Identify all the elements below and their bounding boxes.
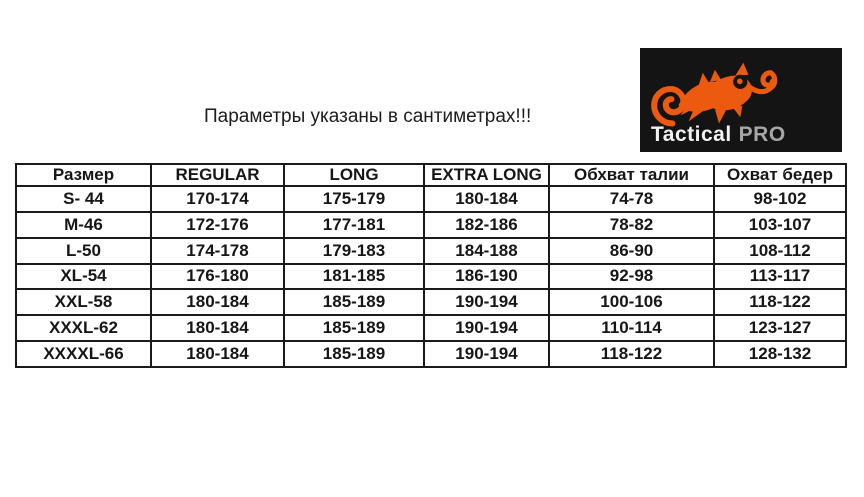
cell-hips: 128-132 [713, 340, 847, 368]
cell-hips: 123-127 [713, 314, 847, 343]
cell-regular: 180-184 [150, 288, 285, 317]
cell-long: 175-179 [283, 185, 425, 213]
table-row: XXL-58 180-184 185-189 190-194 100-106 1… [15, 288, 847, 317]
col-header-waist: Обхват талии [548, 163, 715, 187]
cell-long: 185-189 [283, 340, 425, 368]
cell-waist: 100-106 [548, 288, 715, 317]
cell-hips: 118-122 [713, 288, 847, 317]
size-chart-table: Размер REGULAR LONG EXTRA LONG Обхват та… [15, 163, 847, 368]
cell-size: XXL-58 [15, 288, 152, 317]
brand-name-first: Tactical [651, 123, 732, 146]
cell-extra-long: 180-184 [423, 185, 550, 213]
cell-long: 177-181 [283, 210, 425, 239]
col-header-extra-long: EXTRA LONG [423, 163, 550, 187]
cell-long: 179-183 [283, 236, 425, 265]
cell-size: XXXXL-66 [15, 340, 152, 368]
col-header-size: Размер [15, 163, 152, 187]
brand-name: Tactical PRO [651, 123, 786, 147]
cell-hips: 113-117 [713, 262, 847, 291]
cell-long: 181-185 [283, 262, 425, 291]
cell-extra-long: 190-194 [423, 314, 550, 343]
cell-extra-long: 190-194 [423, 288, 550, 317]
table-row: M-46 172-176 177-181 182-186 78-82 103-1… [15, 210, 847, 239]
cell-waist: 110-114 [548, 314, 715, 343]
cell-extra-long: 186-190 [423, 262, 550, 291]
cell-extra-long: 182-186 [423, 210, 550, 239]
table-row: XXXXL-66 180-184 185-189 190-194 118-122… [15, 340, 847, 368]
table-row: S- 44 170-174 175-179 180-184 74-78 98-1… [15, 185, 847, 213]
cell-size: XL-54 [15, 262, 152, 291]
cell-long: 185-189 [283, 288, 425, 317]
cell-size: XXXL-62 [15, 314, 152, 343]
cell-regular: 170-174 [150, 185, 285, 213]
chameleon-icon [651, 62, 778, 127]
cell-extra-long: 190-194 [423, 340, 550, 368]
table-row: L-50 174-178 179-183 184-188 86-90 108-1… [15, 236, 847, 265]
cell-waist: 74-78 [548, 185, 715, 213]
cell-regular: 176-180 [150, 262, 285, 291]
col-header-regular: REGULAR [150, 163, 285, 187]
cell-regular: 180-184 [150, 340, 285, 368]
col-header-long: LONG [283, 163, 425, 187]
table-header-row: Размер REGULAR LONG EXTRA LONG Обхват та… [15, 163, 847, 187]
cell-waist: 78-82 [548, 210, 715, 239]
table-row: XXXL-62 180-184 185-189 190-194 110-114 … [15, 314, 847, 343]
cell-size: S- 44 [15, 185, 152, 213]
brand-name-second: PRO [738, 123, 786, 146]
cell-extra-long: 184-188 [423, 236, 550, 265]
cell-regular: 172-176 [150, 210, 285, 239]
cell-waist: 92-98 [548, 262, 715, 291]
cell-hips: 103-107 [713, 210, 847, 239]
brand-logo: Tactical PRO [640, 48, 842, 152]
cell-regular: 180-184 [150, 314, 285, 343]
cell-waist: 118-122 [548, 340, 715, 368]
cell-waist: 86-90 [548, 236, 715, 265]
table-row: XL-54 176-180 181-185 186-190 92-98 113-… [15, 262, 847, 291]
cell-hips: 98-102 [713, 185, 847, 213]
cell-size: L-50 [15, 236, 152, 265]
page-title: Параметры указаны в сантиметрах!!! [204, 106, 532, 127]
col-header-hips: Охват бедер [713, 163, 847, 187]
cell-long: 185-189 [283, 314, 425, 343]
cell-size: M-46 [15, 210, 152, 239]
cell-hips: 108-112 [713, 236, 847, 265]
cell-regular: 174-178 [150, 236, 285, 265]
